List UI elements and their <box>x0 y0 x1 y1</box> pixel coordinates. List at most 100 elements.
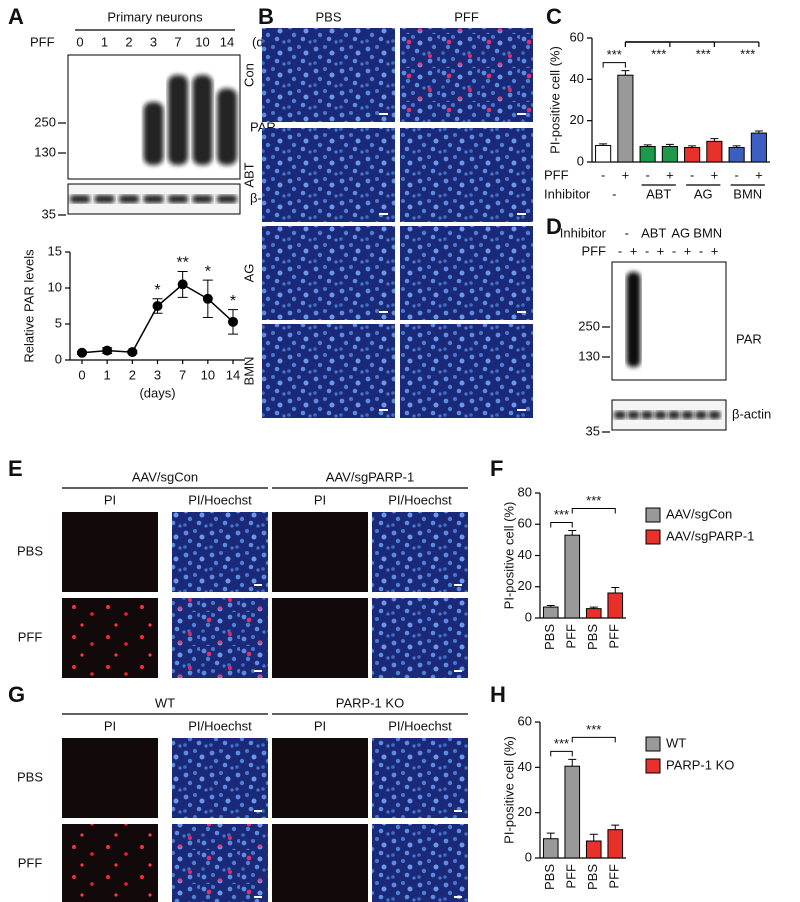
significance: *** <box>607 47 622 62</box>
micrograph <box>372 512 468 592</box>
y-tick-label: 10 <box>48 279 62 294</box>
micrograph <box>272 512 368 592</box>
y-tick-label: 0 <box>525 849 532 864</box>
y-tick-label: 40 <box>518 759 532 774</box>
y-tick-label: 0 <box>55 351 62 366</box>
error-bar <box>589 606 598 609</box>
legend-label: AAV/sgPARP-1 <box>666 528 754 543</box>
blot-band <box>654 411 667 419</box>
data-point <box>228 316 238 327</box>
data-point <box>102 345 113 356</box>
scale-bar <box>379 409 388 411</box>
blot-band <box>192 195 213 203</box>
micrograph <box>172 824 268 902</box>
error-bar <box>732 145 741 148</box>
lane-label: 0 <box>76 34 83 49</box>
column-label: PBS <box>315 9 341 24</box>
comparison-bracket <box>550 750 573 757</box>
blot-band <box>168 195 188 203</box>
lane-label: 3 <box>150 34 157 49</box>
lane-label: 14 <box>220 34 234 49</box>
bar <box>617 74 634 163</box>
blot-band <box>168 75 188 165</box>
micrograph <box>400 324 533 418</box>
y-tick-label: 20 <box>570 112 584 127</box>
bar <box>639 146 656 163</box>
bar <box>585 840 602 859</box>
bar <box>542 838 559 859</box>
micrograph <box>62 598 158 678</box>
target-label: PAR <box>736 331 762 346</box>
row-label: Inhibitor <box>544 186 591 201</box>
marker-label: 130 <box>578 348 600 363</box>
micrograph <box>262 226 395 320</box>
row-label: PBS <box>17 543 43 558</box>
y-tick-label: 60 <box>570 29 584 44</box>
sign-label: - <box>618 243 622 258</box>
row-label: BMN <box>241 357 256 386</box>
x-tick-label: PFF <box>607 864 622 889</box>
sign-label: - <box>601 167 605 182</box>
y-tick-label: 20 <box>518 578 532 593</box>
micrograph <box>400 226 533 320</box>
micrograph <box>262 324 395 418</box>
sign-label: + <box>630 243 638 258</box>
blot-band <box>70 195 90 203</box>
scale-bar <box>454 810 462 812</box>
row-label: PBS <box>17 769 43 784</box>
micrograph <box>62 738 158 818</box>
scale-bar <box>454 670 462 672</box>
micrograph <box>400 128 533 222</box>
error-bar <box>568 758 577 767</box>
micrograph <box>372 598 468 678</box>
micrograph <box>262 28 395 122</box>
y-tick-label: 60 <box>518 516 532 531</box>
y-tick-label: 15 <box>48 243 62 258</box>
x-tick-label: PFF <box>607 624 622 649</box>
group-label: ABT <box>641 225 666 240</box>
bar <box>607 592 624 619</box>
data-point <box>77 347 87 358</box>
bar <box>595 144 612 163</box>
group-label: - <box>612 186 616 201</box>
lane-label: 1 <box>101 34 108 49</box>
bar <box>728 147 745 163</box>
micrograph <box>372 824 468 902</box>
significance: *** <box>696 46 711 61</box>
x-tick-label: PFF <box>564 624 579 649</box>
blot-band <box>217 195 237 203</box>
y-tick-label: 60 <box>518 713 532 728</box>
sign-label: - <box>672 243 676 258</box>
sign-label: + <box>711 167 719 182</box>
error-bar <box>754 130 763 134</box>
scale-bar <box>254 810 262 812</box>
scale-bar <box>254 584 262 586</box>
lane-label: 2 <box>125 34 132 49</box>
scale-bar <box>517 409 526 411</box>
significance: *** <box>740 46 755 61</box>
x-tick-label: 10 <box>201 367 215 382</box>
comparison-bracket <box>602 62 626 68</box>
scale-bar <box>379 213 388 215</box>
sign-label: - <box>645 243 649 258</box>
bar <box>607 829 624 859</box>
legend-swatch <box>645 507 661 523</box>
legend-label: PARP-1 KO <box>666 757 734 772</box>
y-axis-label: Relative PAR levels <box>21 249 36 363</box>
group-label: ABT <box>646 186 671 201</box>
error-bar <box>546 605 555 608</box>
sign-label: - <box>690 167 694 182</box>
marker-label: 250 <box>34 114 56 129</box>
bar <box>684 147 701 163</box>
scale-bar <box>379 311 388 313</box>
error-bar <box>589 833 598 841</box>
sign-label: - <box>645 167 649 182</box>
blot-band <box>217 88 237 165</box>
blot-band <box>626 272 641 367</box>
y-tick-label: 5 <box>55 315 62 330</box>
group-label: BMN <box>693 225 722 240</box>
y-tick-label: 0 <box>577 153 584 168</box>
x-tick-label: 7 <box>179 367 186 382</box>
micrograph <box>372 738 468 818</box>
y-tick-label: 0 <box>525 609 532 624</box>
